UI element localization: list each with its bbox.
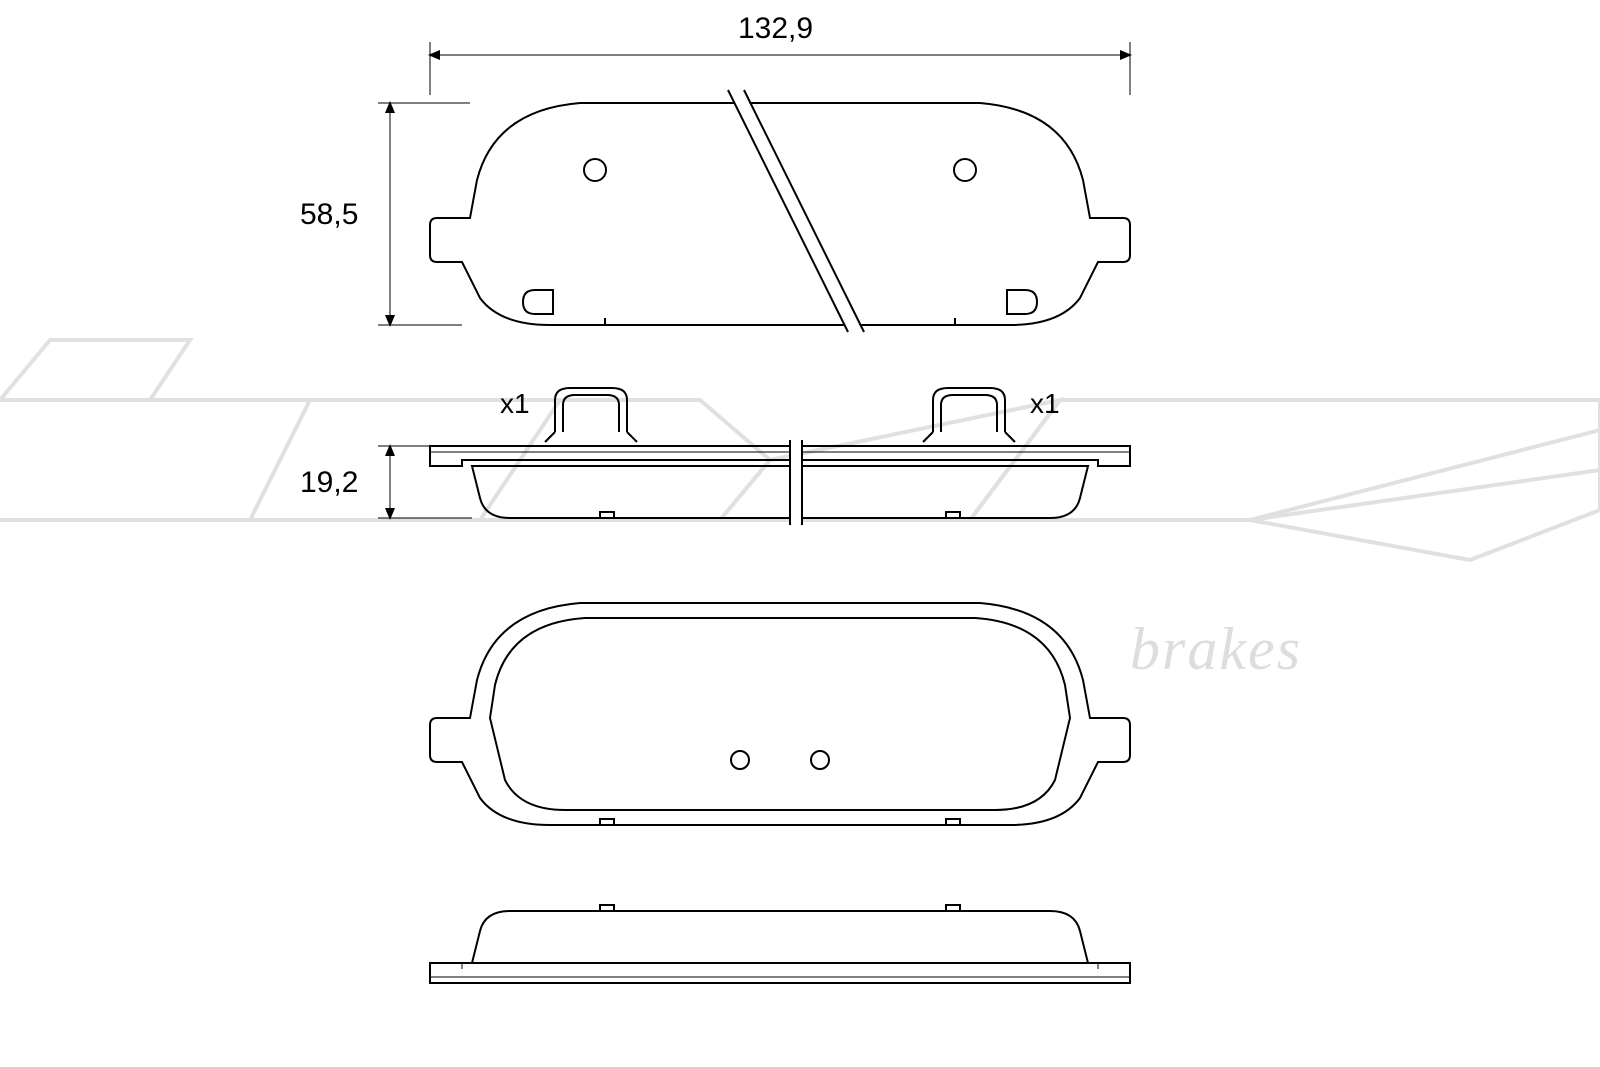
- clip-right-qty-label: x1: [1030, 388, 1060, 420]
- brake-pad-bottom-edge-view: [430, 905, 1130, 983]
- dimension-width: [430, 42, 1130, 95]
- dimension-height-label: 58,5: [300, 198, 358, 232]
- dimension-thickness: [378, 446, 472, 518]
- brake-pad-top-view: [430, 90, 1130, 332]
- clip-right: [923, 388, 1015, 442]
- dimension-height: [378, 103, 470, 325]
- brake-pad-bottom-view: [430, 603, 1130, 825]
- brake-pad-side-view: [430, 440, 1130, 525]
- clip-left-qty-label: x1: [500, 388, 530, 420]
- dimension-width-label: 132,9: [738, 12, 813, 46]
- dimension-thickness-label: 19,2: [300, 466, 358, 500]
- clip-left: [545, 388, 637, 442]
- technical-drawing: [0, 0, 1600, 1067]
